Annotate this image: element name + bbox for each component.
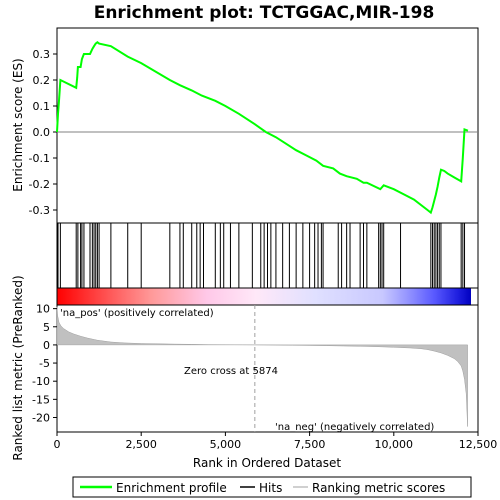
zero-cross-label: Zero cross at 5874 — [184, 366, 278, 377]
x-tick-label: 5,000 — [210, 438, 242, 451]
ranking-y-tick-label: -5 — [39, 357, 50, 370]
x-axis-title: Rank in Ordered Dataset — [193, 456, 341, 470]
neg-correlated-label: 'na_neg' (negatively correlated) — [275, 422, 434, 433]
x-tick-label: 7,500 — [294, 438, 326, 451]
ranking-x-axis: 0 2,500 5,000 7,500 10,000 12,500 — [54, 432, 498, 451]
es-y-tick-label: -0.2 — [29, 178, 50, 191]
es-y-tick-label: 0.2 — [33, 74, 51, 87]
es-y-tick-label: 0.0 — [33, 126, 51, 139]
ranking-y-tick-label: -15 — [32, 393, 50, 406]
es-y-tick-label: -0.1 — [29, 152, 50, 165]
x-tick-label: 2,500 — [125, 438, 157, 451]
hits-panel — [57, 223, 466, 288]
x-tick-label: 10,000 — [375, 438, 414, 451]
rank-color-bar — [57, 288, 471, 305]
es-y-tick-label: -0.3 — [29, 204, 50, 217]
es-panel-frame — [56, 27, 479, 224]
ranking-panel-frame — [56, 304, 479, 433]
ranking-y-tick-label: 10 — [36, 303, 50, 316]
ranking-y-tick-label: -20 — [32, 411, 50, 424]
ranking-y-tick-label: 5 — [43, 321, 50, 334]
es-y-tick-label: 0.1 — [33, 100, 51, 113]
legend-box — [72, 476, 472, 498]
x-tick-label: 0 — [54, 438, 61, 451]
pos-correlated-label: 'na_pos' (positively correlated) — [60, 308, 214, 319]
ranking-y-tick-label: -10 — [32, 375, 50, 388]
es-y-axis-title: Enrichment score (ES) — [11, 58, 25, 191]
legend-ranking-label: Ranking metric scores — [312, 481, 445, 495]
ranking-y-axis: 10 5 0 -5 -10 -15 -20 — [32, 303, 57, 424]
legend-hits-label: Hits — [259, 481, 282, 495]
legend-enrichment-label: Enrichment profile — [116, 481, 227, 495]
es-y-tick-label: 0.3 — [33, 48, 51, 61]
ranking-y-tick-label: 0 — [43, 339, 50, 352]
ranking-y-axis-title: Ranked list metric (PreRanked) — [11, 275, 25, 460]
chart-title: Enrichment plot: TCTGGAC,MIR-198 — [94, 3, 435, 23]
es-y-axis: 0.3 0.2 0.1 0.0 -0.1 -0.2 -0.3 — [29, 48, 57, 217]
x-tick-label: 12,500 — [459, 438, 498, 451]
ranking-metric-area — [56, 306, 468, 427]
enrichment-profile-line — [56, 41, 469, 215]
